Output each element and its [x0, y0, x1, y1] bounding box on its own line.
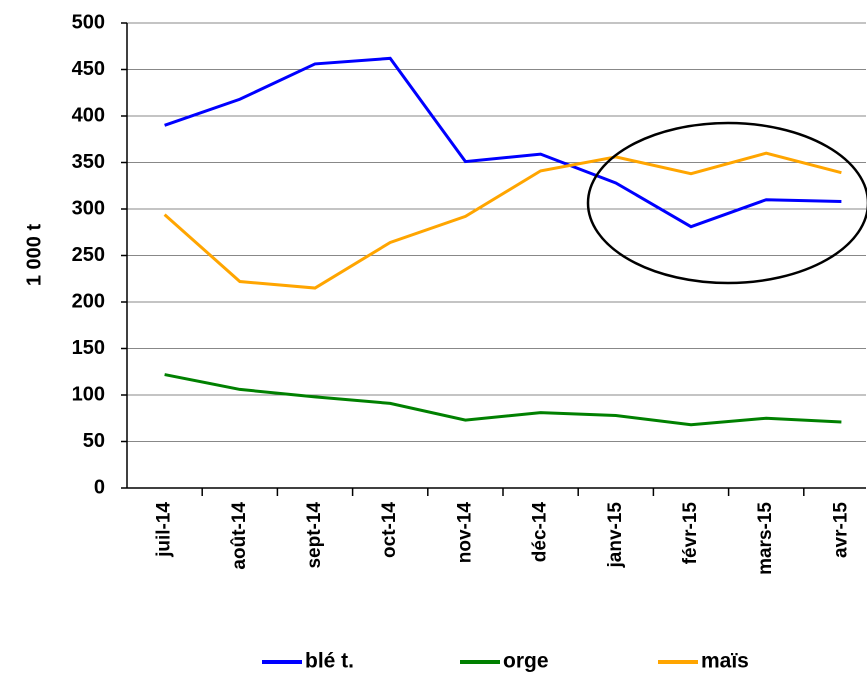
x-tick-label: févr-15 — [680, 502, 701, 565]
data-line — [164, 56, 842, 229]
y-tick-label: 0 — [94, 476, 105, 498]
y-tick-label: 200 — [72, 290, 105, 312]
x-tick-label: août-14 — [229, 502, 250, 570]
y-tick-label: 50 — [83, 430, 105, 452]
data-line — [164, 373, 842, 427]
x-tick-label: sept-14 — [304, 502, 325, 569]
y-tick-label: 500 — [72, 11, 105, 33]
legend-label: orge — [503, 650, 549, 673]
x-tick-label: déc-14 — [530, 502, 551, 563]
y-tick-label: 450 — [72, 58, 105, 80]
x-tick-label: nov-14 — [454, 502, 475, 564]
y-tick-label: 100 — [72, 383, 105, 405]
x-tick-label: avr-15 — [830, 502, 851, 558]
x-tick-label: oct-14 — [379, 502, 400, 558]
y-tick-label: 300 — [72, 197, 105, 219]
legend-label: maïs — [701, 650, 749, 673]
y-tick-label: 250 — [72, 244, 105, 266]
y-axis-label: 1 000 t — [23, 224, 45, 287]
x-tick-label: janv-15 — [605, 502, 626, 569]
y-tick-label: 150 — [72, 337, 105, 359]
x-tick-label: mars-15 — [755, 502, 776, 575]
highlight-ellipse — [586, 121, 867, 285]
x-tick-label: juil-14 — [154, 502, 175, 558]
legend-label: blé t. — [305, 650, 354, 673]
y-tick-label: 350 — [72, 151, 105, 173]
y-tick-label: 400 — [72, 104, 105, 126]
data-line — [163, 151, 842, 290]
